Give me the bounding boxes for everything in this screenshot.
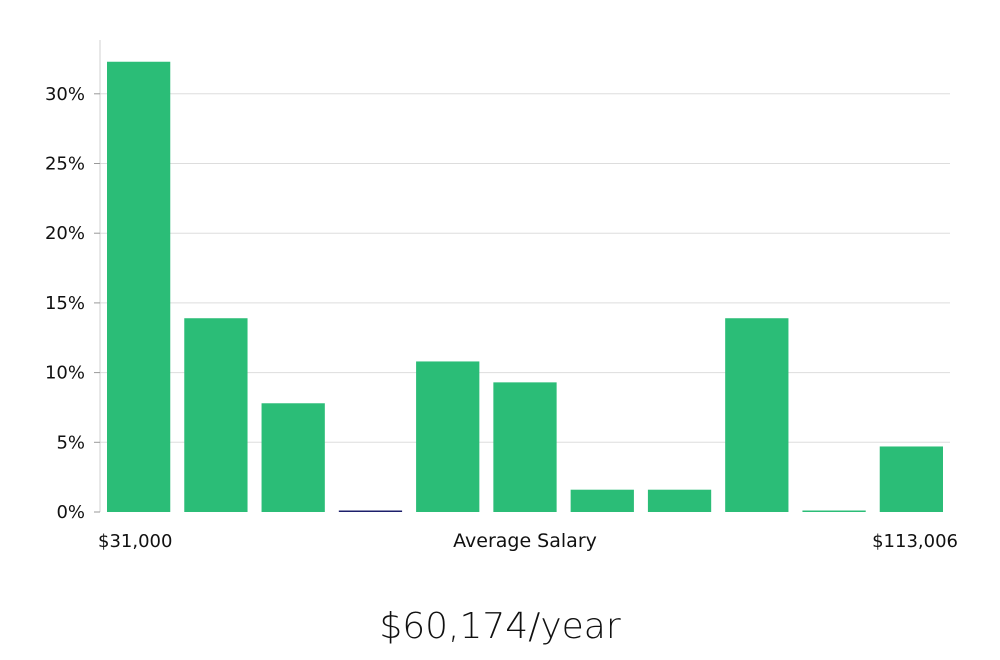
- y-tick-label-20: 20%: [45, 223, 85, 244]
- y-tick-label-0: 0%: [56, 502, 85, 523]
- bar-9: [725, 318, 789, 512]
- bars: [107, 61, 943, 513]
- y-tick-label-30: 30%: [45, 84, 85, 105]
- bar-11: [879, 446, 943, 512]
- bar-10: [802, 510, 866, 512]
- bar-3: [261, 403, 325, 512]
- y-axis-ticks: 0% 5% 10% 15% 20% 25% 30%: [45, 84, 100, 523]
- x-axis-label: Average Salary: [453, 530, 597, 552]
- bar-8: [647, 489, 712, 512]
- bar-5: [416, 361, 480, 512]
- bar-2: [184, 318, 248, 512]
- bar-6: [493, 382, 557, 512]
- x-max-label: $113,006: [872, 531, 958, 552]
- average-salary: $60,174/year: [379, 606, 621, 647]
- x-min-label: $31,000: [98, 531, 172, 552]
- y-tick-label-5: 5%: [56, 432, 85, 453]
- bar-1: [107, 61, 171, 513]
- bar-7: [570, 489, 634, 512]
- y-tick-label-25: 25%: [45, 154, 85, 175]
- salary-histogram: 0% 5% 10% 15% 20% 25% 30% $31,000 Average Sala…: [45, 40, 958, 552]
- bar-4: [338, 510, 403, 512]
- y-tick-label-15: 15%: [45, 293, 85, 314]
- y-tick-label-10: 10%: [45, 363, 85, 384]
